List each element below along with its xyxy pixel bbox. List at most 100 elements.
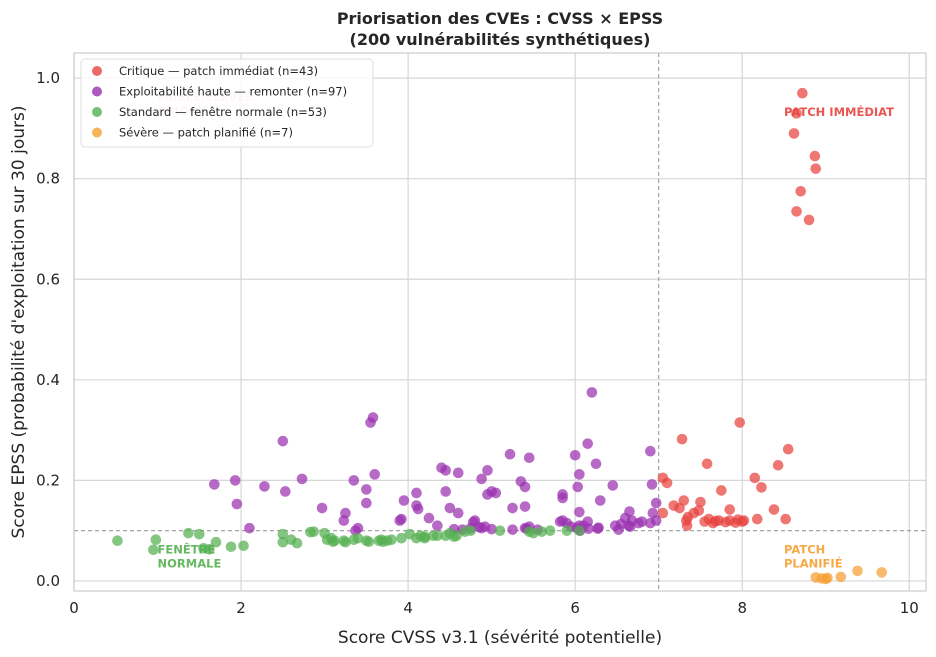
- data-point: [569, 449, 581, 461]
- data-point: [523, 526, 535, 537]
- data-point: [486, 486, 497, 497]
- data-point: [369, 469, 381, 480]
- data-point: [229, 475, 241, 486]
- data-point: [609, 520, 621, 531]
- data-point: [411, 487, 422, 499]
- data-point: [519, 481, 531, 493]
- data-point: [720, 516, 731, 528]
- legend: Critique — patch immédiat (n=43) Exploita…: [80, 58, 374, 148]
- quadrant-annotation-line: NORMALE: [158, 556, 222, 570]
- data-point: [795, 185, 807, 197]
- data-point: [363, 536, 375, 548]
- x-axis-label: Score CVSS v3.1 (sévérité potentielle): [338, 628, 662, 648]
- data-point: [835, 571, 847, 583]
- quadrant-annotation-line: PATCH: [784, 542, 825, 556]
- x-tick-label: 8: [737, 599, 747, 617]
- data-point: [650, 497, 662, 509]
- data-point: [788, 128, 800, 139]
- y-tick-label: 0.2: [36, 471, 60, 489]
- legend-label: Exploitabilité haute — remonter (n=97): [119, 85, 347, 99]
- data-point: [479, 521, 491, 532]
- data-point: [244, 522, 255, 534]
- data-point: [557, 492, 568, 504]
- series-group: [810, 565, 888, 585]
- data-point: [277, 536, 289, 548]
- data-point: [112, 535, 123, 547]
- data-point: [432, 520, 443, 531]
- y-tick-label: 0.0: [36, 572, 60, 590]
- data-point: [772, 459, 784, 471]
- data-point: [507, 502, 518, 514]
- data-point: [822, 572, 833, 584]
- data-point: [519, 501, 531, 512]
- data-point: [676, 433, 688, 445]
- data-point: [809, 150, 821, 162]
- data-point: [277, 528, 289, 540]
- y-axis-label: Score EPSS (probabilité d'exploitation s…: [9, 106, 29, 539]
- data-point: [238, 540, 249, 552]
- data-point: [365, 417, 376, 428]
- data-point: [452, 507, 464, 519]
- data-point: [210, 536, 222, 548]
- series-group: [657, 87, 822, 531]
- legend-label: Standard — fenêtre normale (n=53): [119, 105, 327, 119]
- data-point: [259, 481, 270, 492]
- chart-title: Priorisation des CVEs : CVSS × EPSS: [337, 9, 663, 28]
- data-point: [225, 541, 237, 553]
- data-point: [338, 515, 350, 526]
- data-point: [316, 502, 328, 514]
- x-tick-label: 2: [236, 599, 246, 617]
- data-point: [561, 525, 573, 536]
- data-point: [699, 516, 710, 527]
- data-point: [396, 532, 407, 544]
- legend-marker: [92, 107, 102, 117]
- y-tick-label: 0.4: [36, 371, 60, 389]
- legend-items: Critique — patch immédiat (n=43) Exploita…: [92, 64, 347, 140]
- quadrant-annotation: PATCH IMMÉDIAT: [784, 104, 894, 119]
- data-point: [394, 515, 406, 526]
- data-point: [876, 567, 888, 578]
- data-point: [852, 565, 863, 577]
- data-point: [419, 531, 431, 542]
- data-point: [554, 516, 566, 527]
- data-point: [348, 475, 360, 486]
- data-point: [361, 484, 372, 495]
- x-tick-label: 10: [900, 599, 919, 617]
- data-point: [536, 526, 548, 537]
- legend-label: Critique — patch immédiat (n=43): [119, 64, 318, 78]
- data-point: [209, 479, 220, 490]
- data-point: [623, 520, 634, 531]
- data-point: [523, 452, 535, 464]
- points-layer: [112, 87, 888, 585]
- data-point: [751, 513, 763, 525]
- data-point: [657, 507, 669, 519]
- data-point: [476, 473, 487, 485]
- data-point: [148, 544, 159, 556]
- data-point: [607, 480, 619, 491]
- data-point: [386, 534, 397, 546]
- legend-marker: [92, 86, 102, 97]
- data-point: [544, 525, 556, 536]
- y-tick-label: 0.6: [36, 270, 60, 288]
- data-point: [724, 504, 736, 515]
- legend-marker: [92, 66, 102, 76]
- quadrant-annotation-line: PLANIFIÉ: [784, 555, 843, 570]
- y-tick-label: 1.0: [36, 69, 60, 87]
- data-point: [738, 515, 750, 526]
- data-point: [716, 485, 727, 496]
- data-point: [646, 479, 658, 490]
- data-point: [768, 504, 780, 515]
- data-point: [645, 445, 656, 457]
- data-point: [494, 525, 506, 536]
- data-point: [423, 512, 435, 524]
- data-point: [296, 473, 308, 485]
- data-point: [325, 532, 337, 544]
- data-point: [574, 469, 585, 480]
- data-point: [451, 530, 462, 541]
- quadrant-annotation: PATCH PLANIFIÉ: [784, 542, 843, 570]
- data-point: [590, 458, 602, 470]
- series-group: [209, 387, 662, 536]
- data-point: [308, 526, 320, 537]
- data-point: [586, 387, 598, 398]
- data-point: [183, 527, 194, 539]
